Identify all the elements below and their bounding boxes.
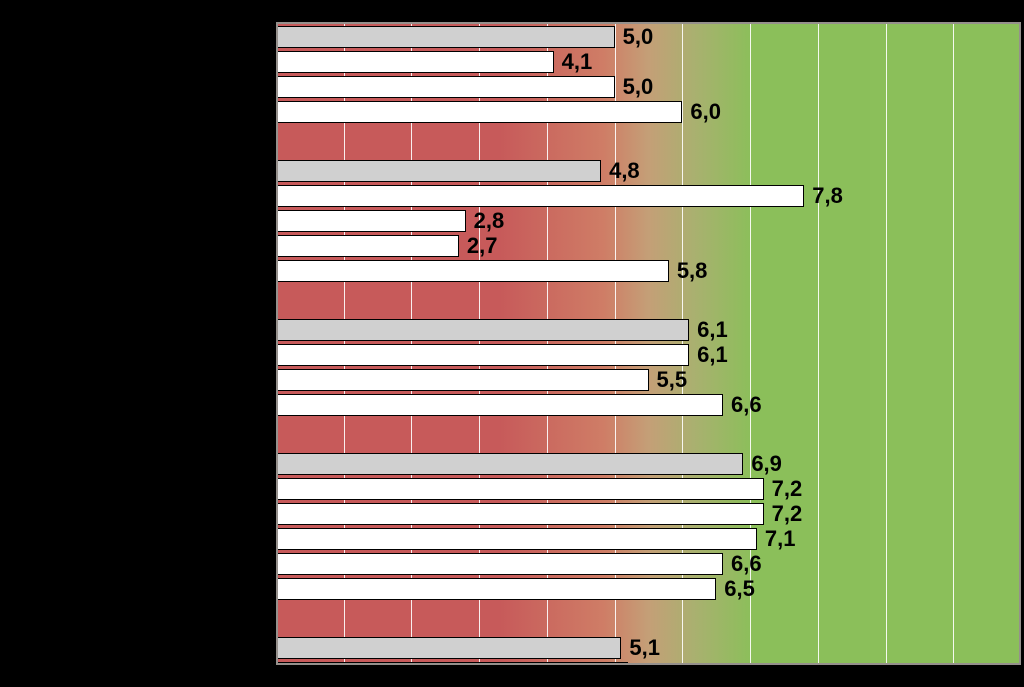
bar — [276, 453, 743, 475]
bar-value-label: 7,1 — [765, 526, 796, 552]
bar-value-label: 4,8 — [609, 158, 640, 184]
bar — [276, 51, 554, 73]
bar-value-label: 5,0 — [623, 74, 654, 100]
bar — [276, 528, 757, 550]
bar — [276, 369, 649, 391]
bar-value-label: 7,2 — [772, 501, 803, 527]
bar-value-label: 6,6 — [731, 551, 762, 577]
gridline — [818, 22, 819, 665]
bar — [276, 394, 723, 416]
bar-value-label: 7,2 — [772, 476, 803, 502]
bar-value-label: 6,0 — [690, 99, 721, 125]
bar — [276, 185, 804, 207]
bar — [276, 637, 621, 659]
bar — [276, 478, 764, 500]
bar — [276, 160, 601, 182]
bar — [276, 662, 628, 665]
bar-value-label: 2,7 — [467, 233, 498, 259]
gridline — [886, 22, 887, 665]
bar — [276, 210, 466, 232]
chart-container: 5,04,15,06,04,87,82,82,75,86,16,15,56,66… — [0, 0, 1024, 687]
bar-value-label: 6,1 — [697, 317, 728, 343]
bar-value-label: 7,8 — [812, 183, 843, 209]
bar — [276, 76, 615, 98]
bar-value-label: 5,1 — [629, 635, 660, 661]
plot-area: 5,04,15,06,04,87,82,82,75,86,16,15,56,66… — [276, 22, 1021, 665]
bar-value-label: 6,1 — [697, 342, 728, 368]
bar-value-label: 6,6 — [731, 392, 762, 418]
bar-value-label: 4,1 — [562, 49, 593, 75]
bar — [276, 26, 615, 48]
bar-value-label: 5,8 — [677, 258, 708, 284]
bar — [276, 260, 669, 282]
bar-value-label: 5,0 — [623, 24, 654, 50]
bar — [276, 344, 689, 366]
bar — [276, 319, 689, 341]
bar-value-label: 5,2 — [636, 660, 667, 665]
bar — [276, 553, 723, 575]
bar — [276, 503, 764, 525]
gridline — [953, 22, 954, 665]
bar — [276, 578, 716, 600]
bar-value-label: 2,8 — [474, 208, 505, 234]
bar — [276, 101, 682, 123]
bar-value-label: 6,5 — [724, 576, 755, 602]
bar-value-label: 6,9 — [751, 451, 782, 477]
bar — [276, 235, 459, 257]
bar-value-label: 5,5 — [657, 367, 688, 393]
